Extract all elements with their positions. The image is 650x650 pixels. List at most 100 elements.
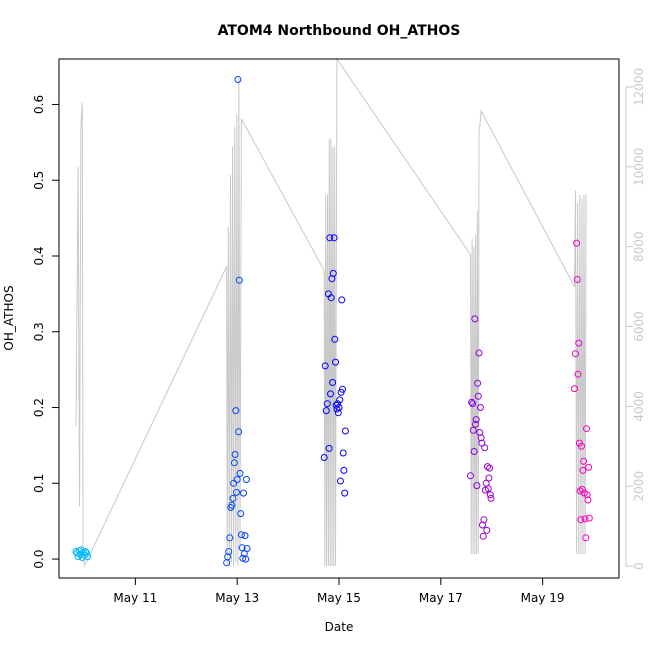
y-tick-label: 0.0 [32, 550, 46, 569]
data-point [585, 514, 593, 522]
data-point [237, 531, 245, 539]
y-axis-label: OH_ATHOS [2, 285, 16, 350]
data-point [327, 294, 335, 302]
data-point [322, 407, 330, 415]
data-point [232, 407, 240, 415]
data-point [235, 428, 243, 436]
data-point [230, 459, 238, 467]
data-point [83, 549, 91, 557]
data-point [476, 404, 484, 411]
data-point [330, 234, 338, 242]
data-point [336, 396, 344, 404]
scatter-points [72, 76, 593, 567]
data-point [471, 315, 479, 323]
data-point [340, 466, 348, 474]
data-point [582, 534, 590, 542]
data-point [235, 276, 243, 284]
data-point [485, 474, 493, 482]
data-point [469, 426, 477, 434]
y2-tick-label: 12000 [632, 68, 646, 106]
data-point [236, 469, 244, 477]
data-point [231, 451, 239, 458]
data-point [225, 548, 233, 555]
data-point [228, 501, 236, 509]
data-point [326, 234, 334, 242]
y2-tick-label: 2000 [632, 471, 646, 502]
data-point [467, 472, 474, 480]
x-tick-label: May 17 [419, 591, 463, 605]
data-point [331, 335, 339, 343]
y2-tick-label: 4000 [632, 391, 646, 422]
data-point [240, 489, 247, 497]
data-point [576, 487, 584, 495]
data-point [579, 466, 587, 474]
data-point [472, 416, 480, 424]
y-tick-label: 0.2 [32, 398, 46, 417]
y-tick-label: 0.6 [32, 95, 46, 114]
data-point [230, 479, 238, 487]
data-point [336, 477, 344, 485]
data-point [223, 559, 231, 567]
y2-tick-label: 6000 [632, 311, 646, 342]
data-point [484, 485, 492, 493]
data-point [575, 339, 583, 347]
data-point [468, 398, 476, 406]
data-point [470, 448, 478, 455]
data-point [577, 516, 585, 524]
x-tick-label: May 11 [113, 591, 157, 605]
data-point [224, 553, 232, 561]
data-point [473, 482, 481, 490]
data-point [329, 269, 337, 277]
data-point [584, 496, 592, 504]
y-tick-label: 0.1 [32, 474, 46, 493]
data-point [327, 390, 334, 398]
y2-tick-label: 10000 [632, 148, 646, 186]
data-point [242, 555, 250, 563]
data-point [325, 444, 333, 452]
data-point [475, 349, 483, 357]
data-point [583, 491, 591, 499]
data-point [480, 516, 488, 524]
data-point [234, 76, 242, 83]
data-point [573, 239, 581, 247]
data-point [341, 489, 349, 497]
y-axis: 0.0 0.1 0.2 0.3 0.4 0.5 0.6 [32, 95, 60, 569]
data-point [334, 409, 342, 417]
x-tick-label: May 15 [317, 591, 361, 605]
right-y-axis: 0 2000 4000 6000 8000 10000 12000 [625, 68, 646, 570]
data-point [239, 554, 247, 562]
data-point [484, 463, 491, 471]
data-point [578, 442, 585, 450]
right-axis-line-series [75, 57, 587, 568]
data-point [226, 534, 234, 542]
y-tick-label: 0.5 [32, 171, 46, 190]
x-axis-label: Date [325, 620, 354, 634]
data-point [335, 404, 343, 411]
data-point [486, 491, 494, 499]
y2-tick-label: 0 [632, 562, 646, 570]
data-point [481, 444, 489, 452]
data-point [84, 553, 92, 561]
data-point [341, 427, 349, 435]
data-point [320, 454, 328, 461]
x-tick-label: May 19 [521, 591, 565, 605]
data-point [242, 476, 250, 483]
data-point [237, 510, 245, 518]
data-point [572, 350, 579, 358]
data-point [241, 532, 249, 540]
data-point [238, 544, 246, 552]
data-point [233, 476, 241, 483]
data-point [477, 434, 485, 442]
data-point [332, 358, 339, 366]
data-point [229, 494, 237, 502]
x-tick-label: May 13 [215, 591, 259, 605]
data-point [585, 463, 593, 471]
data-point [233, 488, 240, 496]
data-point [339, 385, 346, 393]
y-tick-label: 0.3 [32, 322, 46, 341]
data-point [474, 379, 482, 387]
data-point [469, 400, 477, 408]
data-point [573, 276, 581, 283]
plot-frame [58, 58, 620, 579]
